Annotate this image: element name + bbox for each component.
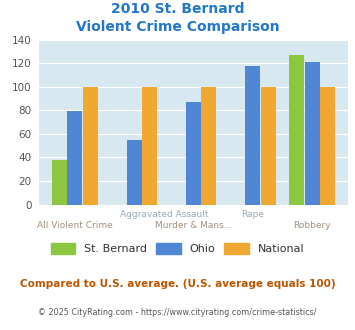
Text: Compared to U.S. average. (U.S. average equals 100): Compared to U.S. average. (U.S. average …: [20, 279, 335, 289]
Bar: [127, 140, 142, 205]
Text: Murder & Mans...: Murder & Mans...: [155, 221, 232, 230]
Bar: [305, 62, 320, 205]
Bar: [320, 87, 335, 205]
Bar: [142, 87, 157, 205]
Text: Robbery: Robbery: [294, 221, 331, 230]
Bar: [186, 102, 201, 205]
Text: © 2025 CityRating.com - https://www.cityrating.com/crime-statistics/: © 2025 CityRating.com - https://www.city…: [38, 308, 317, 316]
Text: Violent Crime Comparison: Violent Crime Comparison: [76, 20, 279, 34]
Text: 2010 St. Bernard: 2010 St. Bernard: [111, 2, 244, 16]
Bar: [261, 87, 276, 205]
Bar: [202, 87, 216, 205]
Bar: [289, 55, 304, 205]
Text: Aggravated Assault: Aggravated Assault: [120, 210, 208, 218]
Bar: [52, 160, 67, 205]
Bar: [83, 87, 98, 205]
Text: Rape: Rape: [241, 210, 264, 218]
Bar: [245, 66, 260, 205]
Text: All Violent Crime: All Violent Crime: [37, 221, 113, 230]
Legend: St. Bernard, Ohio, National: St. Bernard, Ohio, National: [47, 238, 308, 258]
Bar: [67, 112, 82, 205]
